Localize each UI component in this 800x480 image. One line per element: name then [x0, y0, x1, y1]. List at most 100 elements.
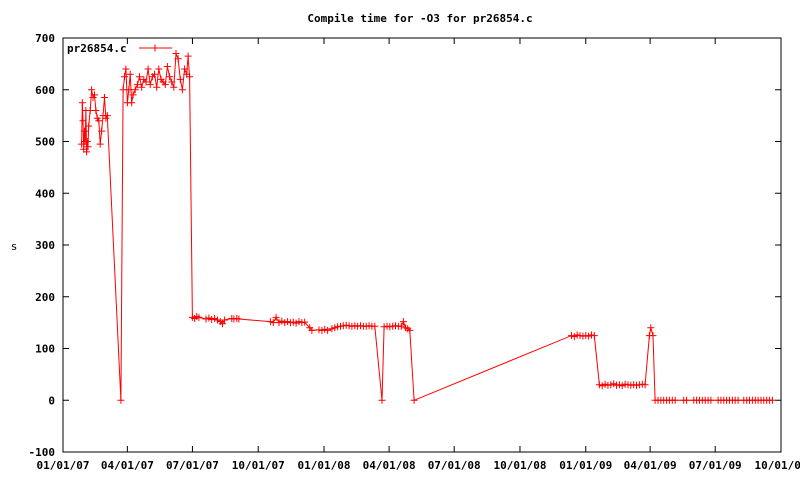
- data-point: [163, 63, 171, 70]
- y-axis-label: s: [11, 240, 18, 253]
- data-point: [96, 140, 104, 148]
- data-point: [618, 382, 626, 390]
- y-tick-label: 300: [35, 239, 55, 252]
- series-group: [78, 50, 776, 404]
- data-point: [166, 73, 174, 81]
- data-point: [125, 86, 133, 94]
- chart-title: Compile time for -O3 for pr26854.c: [307, 12, 532, 25]
- y-tick-label: -100: [29, 446, 56, 459]
- series-line: [81, 53, 773, 402]
- x-tick-label: 01/01/07: [37, 459, 90, 472]
- y-tick-label: 400: [35, 187, 55, 200]
- data-point: [81, 127, 88, 135]
- data-point: [266, 318, 274, 326]
- data-point: [649, 332, 657, 340]
- data-point: [386, 323, 394, 331]
- data-point: [79, 117, 87, 125]
- y-tick-label: 200: [35, 291, 55, 304]
- data-point: [133, 81, 141, 89]
- data-point: [172, 50, 180, 57]
- data-point: [83, 148, 91, 156]
- x-tick-label: 07/01/09: [689, 459, 742, 472]
- x-tick-label: 04/01/07: [101, 459, 154, 472]
- legend: pr26854.c: [67, 42, 172, 55]
- data-point: [184, 52, 192, 60]
- data-point: [122, 65, 130, 73]
- y-ticks: -100 0 100 200 300 400 500 600 700: [29, 32, 781, 459]
- data-point: [174, 55, 182, 63]
- data-point: [406, 326, 414, 334]
- data-point: [221, 316, 229, 324]
- data-point: [186, 73, 194, 81]
- x-tick-label: 07/01/08: [428, 459, 481, 472]
- data-point: [397, 322, 405, 330]
- data-point: [371, 322, 379, 330]
- data-point: [101, 94, 108, 101]
- data-point: [683, 396, 691, 404]
- y-tick-label: 500: [35, 136, 55, 149]
- x-ticks: 01/01/07 04/01/07 07/01/07 10/01/07 01/01/08…: [37, 38, 800, 472]
- data-point: [590, 332, 598, 340]
- data-point: [146, 81, 154, 89]
- x-tick-label: 01/01/09: [559, 459, 612, 472]
- data-point: [181, 65, 189, 73]
- x-tick-label: 04/01/09: [624, 459, 677, 472]
- data-point: [155, 65, 163, 73]
- data-point: [178, 86, 186, 94]
- data-point: [131, 86, 139, 94]
- data-point: [83, 138, 91, 145]
- data-point: [142, 78, 150, 86]
- data-point: [308, 326, 316, 334]
- y-tick-label: 100: [35, 343, 55, 356]
- data-point: [211, 315, 219, 322]
- data-point: [272, 313, 280, 321]
- data-point: [117, 396, 125, 404]
- data-point: [85, 122, 93, 130]
- data-point: [235, 315, 243, 323]
- x-tick-label: 07/01/07: [166, 459, 219, 472]
- x-tick-label: 10/01/08: [493, 459, 546, 472]
- data-point: [168, 78, 176, 86]
- data-point: [103, 112, 111, 120]
- data-point: [92, 107, 100, 114]
- y-tick-label: 600: [35, 84, 55, 97]
- data-point: [128, 99, 136, 107]
- data-point: [78, 140, 86, 148]
- data-point: [399, 318, 407, 326]
- data-point: [91, 91, 98, 99]
- data-point: [328, 325, 336, 333]
- data-point: [219, 320, 226, 328]
- data-point: [84, 143, 92, 151]
- data-point: [95, 117, 103, 125]
- data-point: [78, 99, 86, 107]
- legend-label: pr26854.c: [67, 42, 127, 55]
- data-point: [647, 324, 655, 332]
- data-point: [195, 313, 203, 321]
- legend-marker: [151, 44, 159, 52]
- x-tick-label: 10/01/07: [232, 459, 285, 472]
- data-point: [378, 396, 386, 404]
- data-point: [410, 396, 418, 404]
- data-point: [121, 73, 128, 81]
- data-point: [138, 83, 146, 91]
- x-tick-label: 01/01/08: [298, 459, 351, 472]
- data-point: [598, 382, 606, 390]
- y-tick-label: 0: [48, 394, 55, 407]
- data-point: [126, 70, 134, 78]
- x-tick-label: 04/01/08: [363, 459, 416, 472]
- data-point: [707, 396, 715, 404]
- plot-frame: [62, 37, 782, 453]
- data-point: [301, 318, 309, 326]
- data-point: [161, 81, 169, 89]
- data-point: [321, 325, 329, 333]
- data-point: [88, 86, 96, 94]
- data-point: [170, 83, 178, 91]
- data-point: [129, 91, 137, 99]
- data-point: [324, 326, 332, 334]
- data-point: [671, 396, 679, 404]
- data-point: [176, 75, 184, 83]
- data-point: [153, 83, 161, 91]
- data-point: [98, 127, 106, 135]
- data-point: [151, 70, 158, 78]
